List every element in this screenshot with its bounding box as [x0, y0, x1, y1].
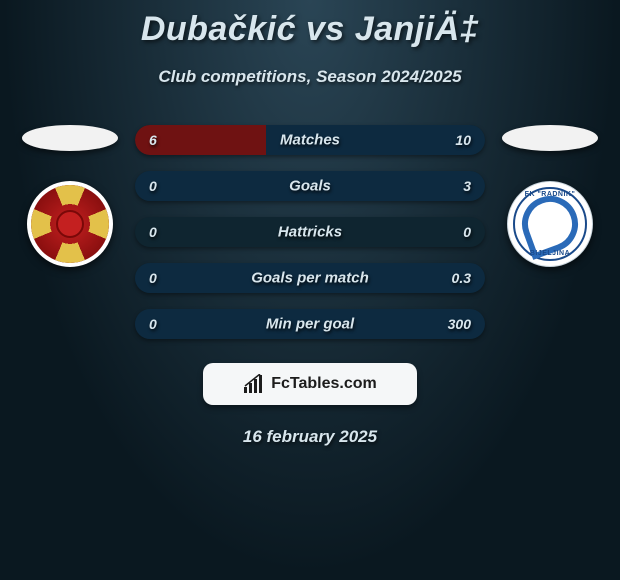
brand-name: FcTables.com [271, 375, 377, 393]
right-badge-ring-icon: FK "RADNIK" BIJELJINA [513, 187, 587, 261]
right-badge-top-text: FK "RADNIK" [525, 191, 576, 198]
stat-row: 0 300 Min per goal [135, 309, 485, 339]
stat-value-right: 3 [463, 178, 471, 194]
left-flag-placeholder [22, 125, 118, 151]
page-title: Dubačkić vs JanjiÄ‡ [0, 0, 620, 49]
left-player-column [15, 125, 125, 267]
stat-label: Hattricks [278, 224, 342, 241]
brand-logo-bar[interactable]: FcTables.com [203, 363, 417, 405]
stat-row: 6 10 Matches [135, 125, 485, 155]
subtitle: Club competitions, Season 2024/2025 [0, 67, 620, 87]
stat-value-left: 0 [149, 178, 157, 194]
left-badge-center-icon [56, 210, 84, 238]
right-badge-bottom-text: BIJELJINA [530, 250, 570, 257]
right-club-badge: FK "RADNIK" BIJELJINA [507, 181, 593, 267]
stat-label: Min per goal [266, 316, 354, 333]
stat-row: 0 0 Hattricks [135, 217, 485, 247]
comparison-area: 6 10 Matches 0 3 Goals 0 0 Hattricks 0 0.3 Goals pe… [0, 125, 620, 339]
stat-value-left: 0 [149, 316, 157, 332]
chart-icon [243, 374, 265, 394]
stat-value-left: 6 [149, 132, 157, 148]
stat-row: 0 3 Goals [135, 171, 485, 201]
stat-value-left: 0 [149, 270, 157, 286]
stat-row: 0 0.3 Goals per match [135, 263, 485, 293]
left-club-badge [27, 181, 113, 267]
stat-value-right: 300 [448, 316, 471, 332]
stat-value-right: 10 [455, 132, 471, 148]
stat-value-left: 0 [149, 224, 157, 240]
right-flag-placeholder [502, 125, 598, 151]
date-line: 16 february 2025 [0, 427, 620, 447]
stat-rows-container: 6 10 Matches 0 3 Goals 0 0 Hattricks 0 0.3 Goals pe… [135, 125, 485, 339]
stat-label: Goals per match [251, 270, 369, 287]
stat-label: Matches [280, 132, 340, 149]
stat-value-right: 0.3 [452, 270, 471, 286]
stat-value-right: 0 [463, 224, 471, 240]
stat-label: Goals [289, 178, 331, 195]
right-player-column: FK "RADNIK" BIJELJINA [495, 125, 605, 267]
